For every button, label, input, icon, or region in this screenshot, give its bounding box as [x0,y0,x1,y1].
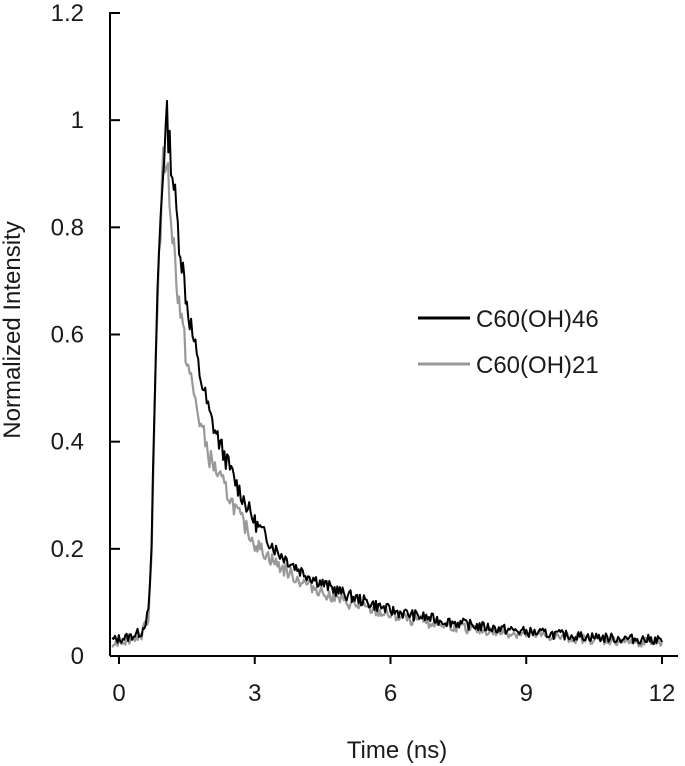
x-tick-label: 9 [520,680,533,707]
x-tick-label: 3 [248,680,261,707]
y-tick-label: 1 [71,107,84,134]
x-tick-label: 0 [112,680,125,707]
series-line-c60-oh-21 [111,146,663,648]
x-tick-label: 6 [384,680,397,707]
legend-label-c60-oh-21: C60(OH)21 [476,352,599,379]
y-tick-label: 0.2 [51,536,84,563]
y-ticks: 0 0.2 0.4 0.6 0.8 1 1.2 [51,0,120,670]
x-axis-title: Time (ns) [347,737,447,764]
y-tick-label: 0 [71,643,84,670]
legend-label-c60-oh-46: C60(OH)46 [476,306,599,333]
y-tick-label: 1.2 [51,0,84,27]
y-tick-label: 0.6 [51,322,84,349]
plot-area: 0 0.2 0.4 0.6 0.8 1 1.2 0 3 6 9 12 [51,0,678,707]
y-tick-label: 0.4 [51,429,84,456]
y-tick-label: 0.8 [51,214,84,241]
x-ticks: 0 3 6 9 12 [112,656,675,707]
y-axis-title: Normalized Intensity [0,221,26,438]
x-tick-label: 12 [649,680,676,707]
series-line-c60-oh-46 [111,99,663,646]
series-group [111,99,663,648]
legend: C60(OH)46 C60(OH)21 [418,306,599,379]
